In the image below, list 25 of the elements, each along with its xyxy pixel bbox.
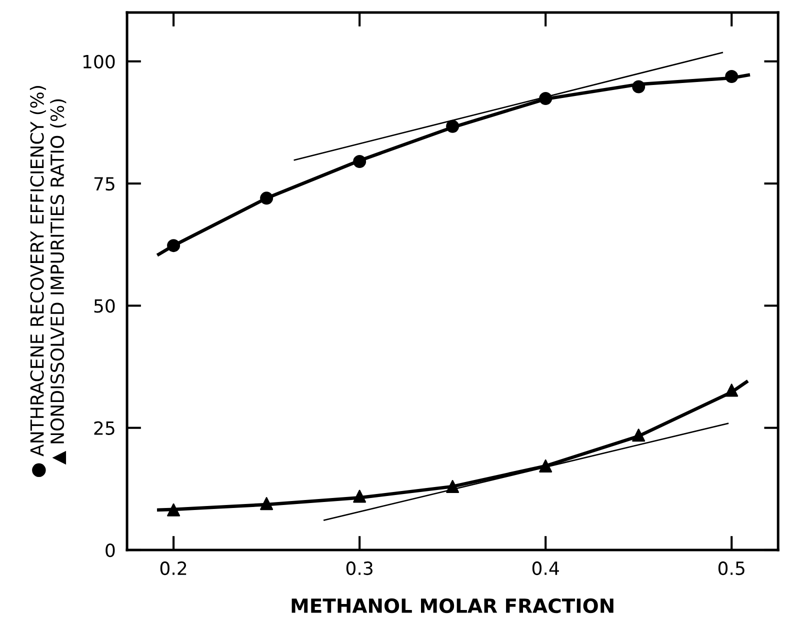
y-tick-label: 50: [94, 299, 115, 313]
point: [446, 480, 460, 493]
point: [725, 384, 738, 397]
point: [353, 155, 366, 168]
x-tick-label: 0.4: [532, 561, 559, 576]
point: [632, 80, 646, 94]
x-tick-label: 0.2: [160, 561, 186, 576]
point: [725, 70, 738, 84]
x-tick-label: 0.5: [718, 561, 744, 576]
point: [446, 120, 460, 133]
y-tick-label: 25: [94, 421, 114, 435]
point: [260, 497, 274, 510]
point: [539, 459, 552, 472]
point: [539, 92, 552, 106]
x-tick-label: 0.3: [346, 561, 372, 576]
point: [260, 192, 274, 205]
y-axis-title: ● ANTHRACENE RECOVERY EFFICIENCY (%) ▲ NONDISSOLVED IMPURITIES RATIO (%): [30, 86, 66, 478]
point: [353, 490, 366, 503]
y-tick-label: 75: [94, 177, 114, 191]
point: [632, 428, 646, 442]
x-axis-title: METHANOL MOLAR FRACTION: [292, 598, 614, 614]
y-tick-label: 0: [106, 543, 115, 558]
point: [167, 503, 180, 516]
y-tick-label: 100: [83, 54, 115, 68]
point: [167, 239, 180, 252]
